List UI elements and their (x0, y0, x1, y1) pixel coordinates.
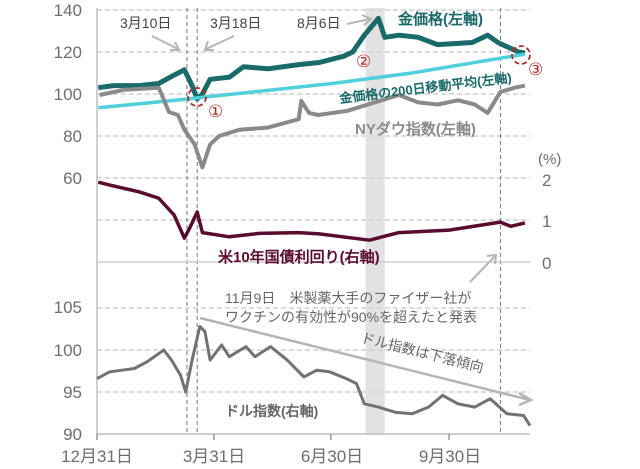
series-lines (96, 15, 532, 427)
bottom-panel-tick-label: 100 (54, 341, 82, 360)
highlight-band-aug (365, 8, 385, 434)
ma200-label: 金価格の200日移動平均(左軸) (338, 70, 513, 106)
annotation-arrows (151, 14, 534, 407)
treasury-label: 米10年国債利回り(右軸) (218, 248, 380, 266)
right-tick-label: 0 (542, 254, 551, 273)
dollar-index-line (96, 325, 532, 427)
annotation-mar10: 3月10日 (120, 15, 171, 31)
marker-2: ② (356, 52, 371, 71)
left-tick-label: 60 (63, 169, 82, 188)
gridlines (97, 9, 530, 393)
left-tick-label: 120 (54, 43, 82, 62)
x-tick-label: 6月30日 (301, 447, 363, 466)
dow-label: NYダウ指数(左軸) (355, 120, 476, 138)
right-tick-label: 2 (542, 171, 551, 190)
annotation-pfizer-line1: 11月9日 米製薬大手のファイザー社が (225, 290, 471, 306)
bottom-panel-tick-label: 95 (63, 383, 82, 402)
marker-1: ① (208, 102, 223, 121)
right-tick-label: 1 (542, 212, 551, 231)
left-tick-label: 100 (54, 85, 82, 104)
x-tick-label: 3月31日 (183, 447, 245, 466)
left-tick-label: 140 (54, 1, 82, 20)
right-axis-unit: (%) (538, 151, 561, 168)
us10y-yield-line (97, 180, 526, 242)
annotation-pfizer-line2: ワクチンの有効性が90%を超えたと発表 (225, 309, 477, 325)
bottom-panel-tick-label: 90 (63, 425, 82, 444)
ny-dow-line (99, 83, 526, 170)
annotation-aug6: 8月6日 (297, 15, 341, 31)
bottom-panel-tick-label: 105 (54, 298, 82, 317)
x-ticks (96, 434, 450, 440)
gold-label: 金価格(左軸) (397, 10, 483, 28)
x-tick-label: 9月30日 (419, 447, 481, 466)
highlight-circles (187, 45, 531, 107)
left-tick-label: 80 (63, 127, 82, 146)
marker-3: ③ (528, 60, 543, 79)
gold-price-line (97, 15, 526, 102)
x-tick-label: 12月31日 (61, 447, 133, 466)
annotation-mar18: 3月18日 (210, 15, 261, 31)
dollar-label: ドル指数(右軸) (225, 403, 318, 419)
